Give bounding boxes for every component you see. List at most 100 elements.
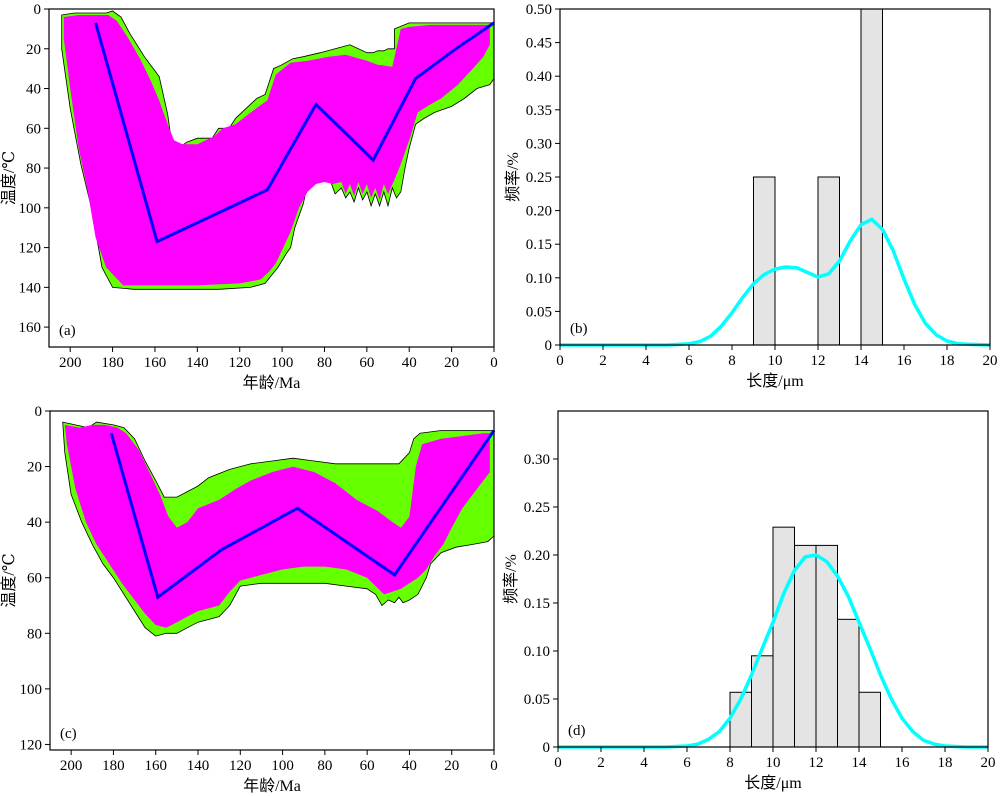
y-tick-label: 80: [26, 161, 41, 177]
x-tick-label: 8: [728, 353, 736, 369]
x-tick-label: 12: [811, 353, 826, 369]
x-tick-label: 60: [360, 758, 375, 774]
y-axis-title: 频率/%: [504, 152, 522, 202]
y-tick-label: 0: [34, 2, 42, 18]
plot-frame: [49, 410, 495, 751]
y-tick-label: 0.05: [524, 692, 550, 708]
x-axis-title: 长度/μm: [744, 774, 802, 792]
y-tick-label: 20: [27, 460, 42, 476]
x-tick-label: 14: [852, 755, 868, 771]
x-tick-label: 14: [854, 353, 870, 369]
y-tick-label: 0.10: [526, 271, 552, 287]
x-tick-label: 8: [726, 755, 734, 771]
y-tick-label: 100: [19, 201, 42, 217]
x-tick-label: 160: [144, 758, 167, 774]
panel-b: 0 2 4 6 8 10 12 14 16 18 20 0 0.05 0.10 0.15 0.20 0.25 0.…: [504, 2, 998, 390]
y-tick-label: 0.20: [526, 204, 552, 220]
y-tick-label: 120: [20, 737, 43, 753]
y-tick-label: 100: [20, 682, 43, 698]
y-axis-title: 频率/%: [502, 554, 520, 604]
good-fit-region: [64, 424, 490, 628]
x-tick-label: 100: [271, 758, 294, 774]
x-tick-label: 180: [101, 355, 124, 371]
x-tick-label: 200: [59, 355, 82, 371]
y-tick-label: 0.40: [526, 69, 552, 85]
y-tick-label: 0.30: [526, 136, 552, 152]
panel-a: 200 180 160 140 120 100 80 60 40 20 00204060801001…: [0, 2, 498, 392]
histogram-bar: [860, 8, 883, 346]
y-axis-title: 温度/℃: [0, 151, 18, 205]
y-tick-label: 0.35: [526, 103, 552, 119]
histogram-bar: [772, 526, 795, 748]
y-tick-label: 60: [27, 571, 42, 587]
panel-label: (b): [570, 321, 588, 337]
panel-label: (a): [59, 323, 76, 339]
x-tick-label: 18: [938, 755, 953, 771]
y-axis-title: 温度/℃: [0, 553, 18, 607]
x-tick-label: 20: [444, 355, 459, 371]
y-tick-label: 80: [27, 626, 42, 642]
x-tick-label: 120: [229, 758, 252, 774]
x-tick-label: 120: [228, 355, 251, 371]
panel-c: 200 180 160 140 120 100 80 60 40 20 00204060801001…: [0, 404, 498, 795]
y-tick-label: 0.05: [526, 304, 552, 320]
x-tick-label: 16: [897, 353, 913, 369]
x-tick-label: 2: [599, 353, 607, 369]
x-tick-label: 6: [685, 353, 693, 369]
density-curve: [558, 553, 988, 749]
x-tick-label: 0: [556, 353, 564, 369]
plot-frame: [48, 8, 495, 348]
x-tick-label: 60: [359, 355, 374, 371]
y-tick-label: 0.25: [526, 170, 552, 186]
x-tick-label: 80: [317, 758, 332, 774]
x-tick-label: 0: [490, 758, 498, 774]
x-tick-label: 12: [809, 755, 824, 771]
x-tick-label: 20: [983, 353, 998, 369]
y-tick-label: 0.50: [526, 2, 552, 18]
y-tick-label: 60: [26, 121, 41, 137]
x-tick-label: 4: [642, 353, 650, 369]
x-tick-label: 18: [940, 353, 955, 369]
histogram-bar: [837, 618, 860, 748]
x-tick-label: 80: [317, 355, 332, 371]
panel-label: (c): [60, 726, 77, 742]
y-tick-label: 0.25: [524, 500, 550, 516]
x-axis-title: 年龄/Ma: [243, 777, 301, 795]
good-fit-region: [63, 15, 490, 286]
x-axis-title: 长度/μm: [746, 372, 804, 390]
x-tick-label: 0: [554, 755, 562, 771]
y-tick-label: 0.15: [524, 596, 550, 612]
y-tick-label: 0.30: [524, 452, 550, 468]
x-tick-label: 100: [271, 355, 294, 371]
x-tick-label: 40: [402, 758, 417, 774]
x-tick-label: 140: [186, 355, 209, 371]
y-tick-label: 0.20: [524, 548, 550, 564]
density-curve: [560, 217, 991, 347]
x-tick-label: 10: [766, 755, 781, 771]
x-axis-title: 年龄/Ma: [243, 374, 301, 392]
panel-d: 0 2 4 6 8 10 12 14 16 18 20 0 0.05 0.10 0.15 0.20 0.25 0.…: [502, 410, 996, 792]
x-tick-label: 180: [102, 758, 125, 774]
x-tick-label: 20: [444, 758, 459, 774]
x-tick-label: 20: [981, 755, 996, 771]
y-tick-label: 120: [19, 241, 42, 257]
x-tick-label: 40: [402, 355, 417, 371]
y-tick-label: 40: [26, 82, 41, 98]
x-tick-label: 16: [895, 755, 911, 771]
histogram-bar: [815, 544, 838, 748]
y-tick-label: 0: [545, 338, 553, 354]
y-tick-label: 140: [19, 280, 42, 296]
x-tick-label: 2: [597, 755, 605, 771]
y-tick-label: 0: [35, 404, 43, 420]
x-tick-label: 160: [144, 355, 167, 371]
y-tick-label: 0.10: [524, 644, 550, 660]
y-tick-label: 40: [27, 515, 42, 531]
panel-label: (d): [568, 723, 586, 739]
histogram-bar: [753, 176, 776, 346]
histogram-bar: [794, 544, 817, 748]
x-tick-label: 0: [490, 355, 498, 371]
y-tick-label: 0.45: [526, 36, 552, 52]
histogram-bar: [858, 691, 881, 748]
x-tick-label: 10: [768, 353, 783, 369]
